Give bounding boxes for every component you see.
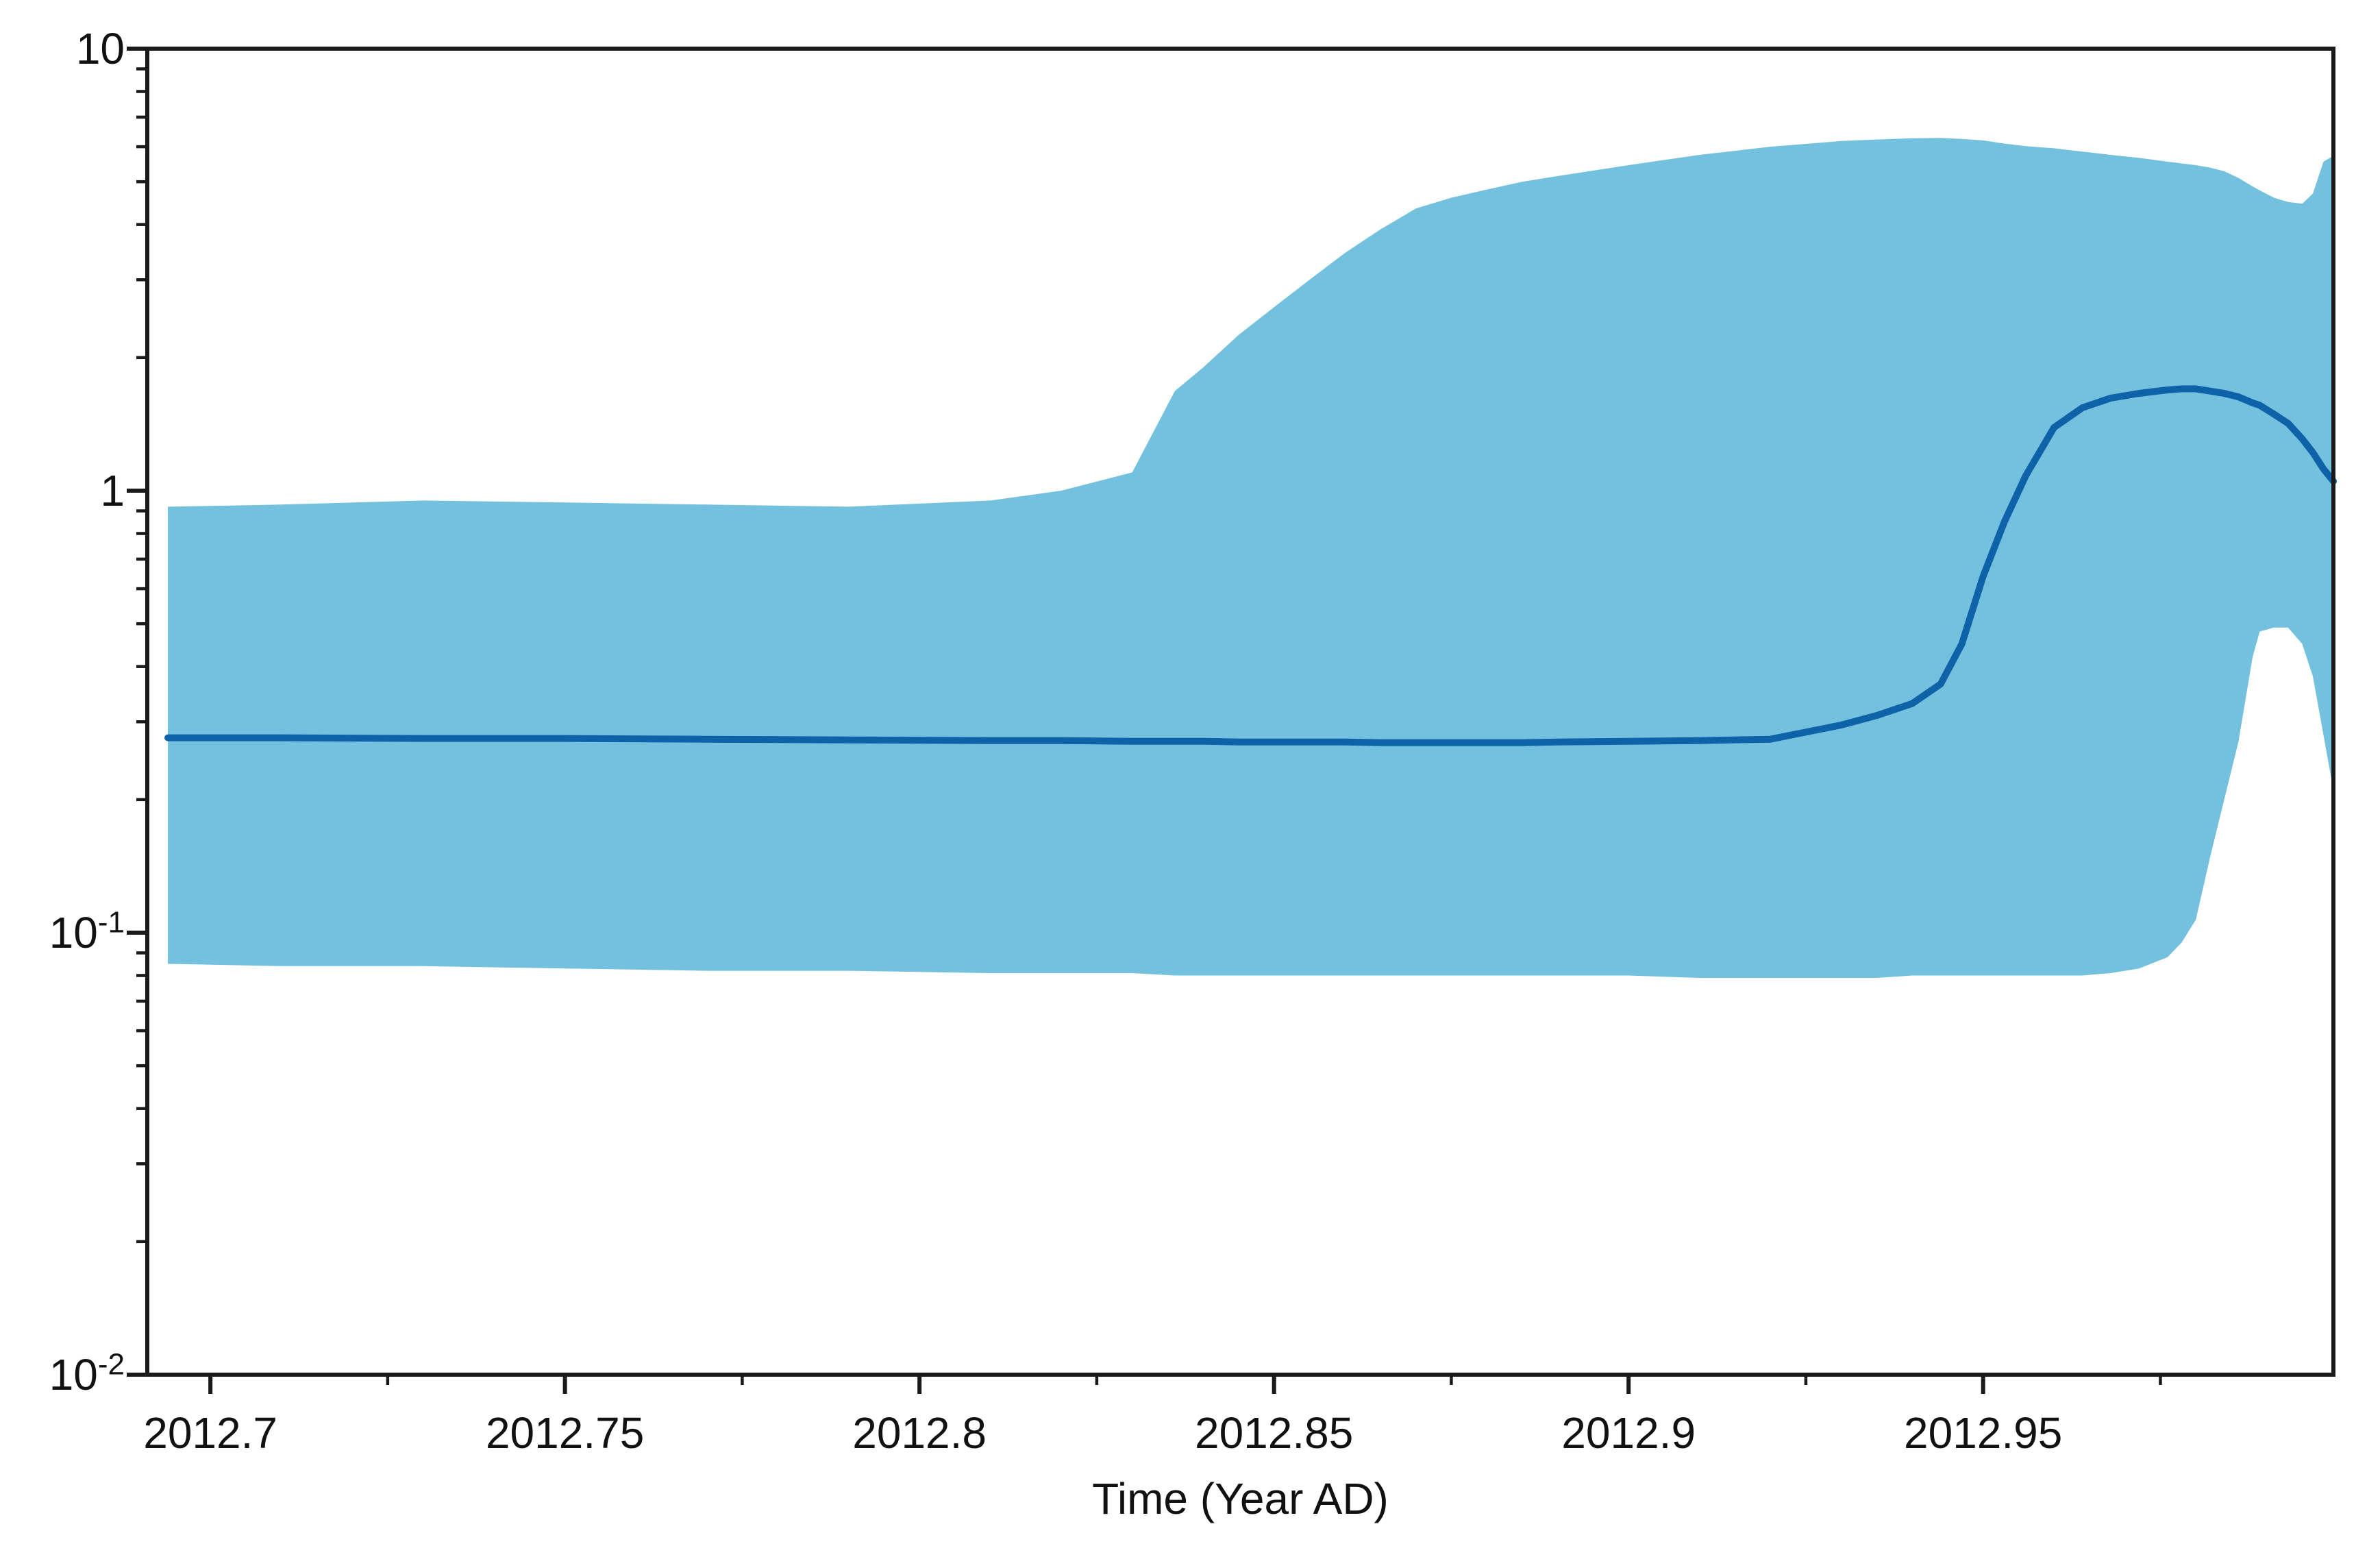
confidence-band xyxy=(168,138,2333,978)
y-tick-label: 10-1 xyxy=(49,907,125,957)
y-tick-base: 10 xyxy=(49,1350,98,1399)
x-axis-title: Time (Year AD) xyxy=(1092,1474,1389,1523)
y-tick-label: 1 xyxy=(100,469,125,513)
y-tick-exponent: -1 xyxy=(97,905,125,940)
y-tick-base: 10 xyxy=(49,908,98,957)
x-tick-label: 2012.75 xyxy=(485,1408,645,1458)
x-tick-label: 2012.85 xyxy=(1194,1408,1354,1458)
x-tick-label: 2012.8 xyxy=(852,1408,987,1458)
x-tick-label: 2012.9 xyxy=(1561,1408,1696,1458)
y-tick-label: 10-2 xyxy=(49,1349,125,1399)
y-tick-base: 1 xyxy=(100,466,125,515)
x-tick-label: 2012.95 xyxy=(1904,1408,2063,1458)
y-tick-base: 10 xyxy=(75,24,125,73)
y-tick-label: 10 xyxy=(76,27,125,71)
plot-frame xyxy=(145,47,2335,1377)
x-tick-label: 2012.7 xyxy=(143,1408,277,1458)
y-tick-exponent: -2 xyxy=(97,1347,125,1382)
median-line xyxy=(164,385,2337,746)
